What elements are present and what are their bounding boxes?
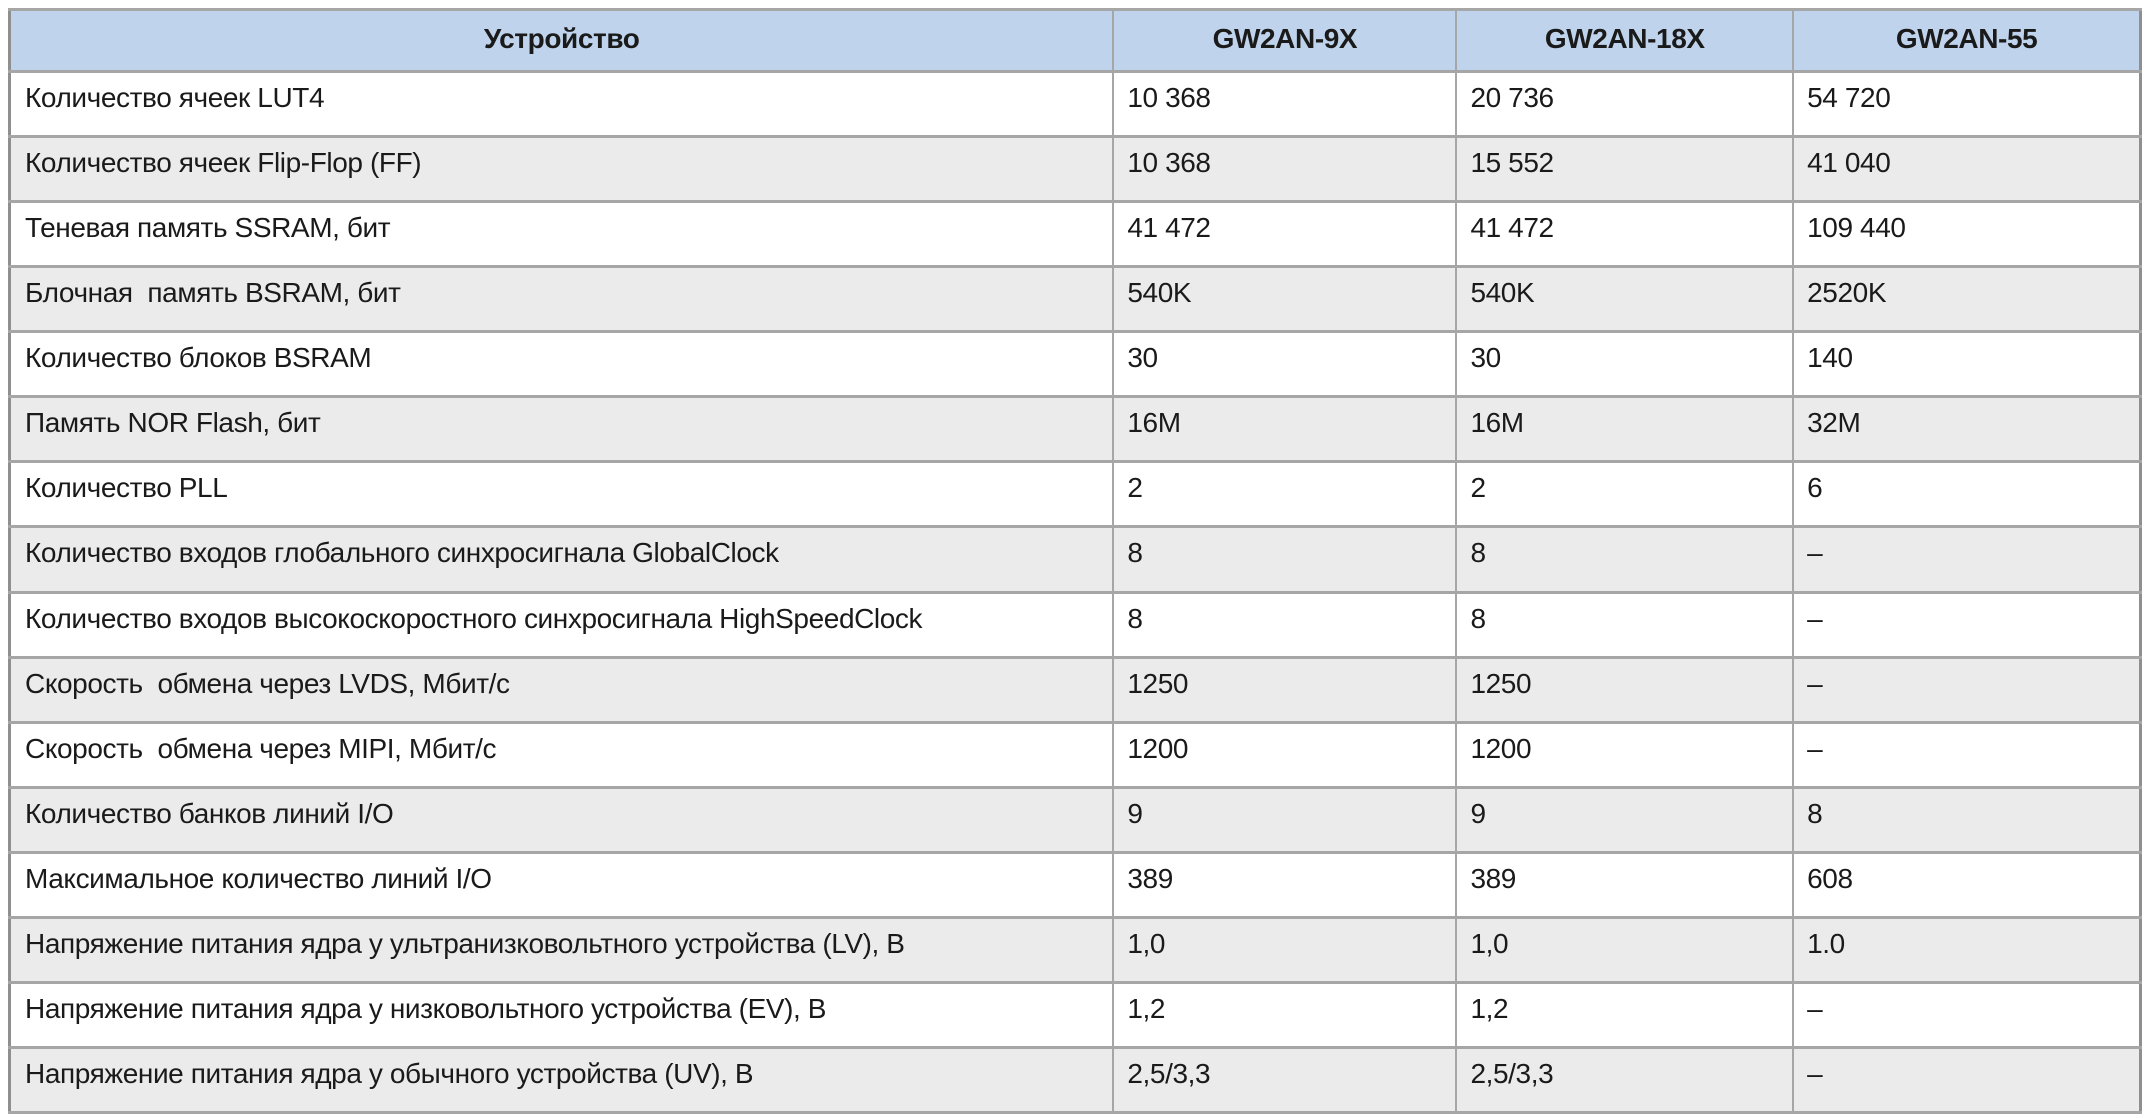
row-value: 8 <box>1455 590 1795 659</box>
device-spec-table: Устройство GW2AN-9X GW2AN-18X GW2AN-55 К… <box>8 8 2142 1115</box>
row-label: Количество входов высокоскоростного синх… <box>8 590 1115 659</box>
header-cell-gw2an-55: GW2AN-55 <box>1792 8 2142 73</box>
row-value: 1,0 <box>1455 915 1795 984</box>
row-value: – <box>1792 980 2142 1049</box>
spec-row: Память NOR Flash, бит 16M 16M 32M <box>8 395 2142 464</box>
row-value: 1,2 <box>1455 980 1795 1049</box>
row-value: 2,5/3,3 <box>1112 1045 1458 1115</box>
row-value: 8 <box>1792 785 2142 854</box>
row-value: 41 040 <box>1792 135 2142 204</box>
row-label: Память NOR Flash, бит <box>8 395 1115 464</box>
row-value: 608 <box>1792 850 2142 919</box>
row-value: 8 <box>1112 590 1458 659</box>
row-value: 140 <box>1792 330 2142 399</box>
row-value: 2 <box>1112 460 1458 529</box>
spec-table-body: Количество ячеек LUT4 10 368 20 736 54 720 К… <box>8 69 2142 1115</box>
row-value: 389 <box>1455 850 1795 919</box>
row-value: 15 552 <box>1455 135 1795 204</box>
spec-row: Количество ячеек LUT4 10 368 20 736 54 720 <box>8 69 2142 139</box>
row-value: 1,2 <box>1112 980 1458 1049</box>
row-value: 9 <box>1455 785 1795 854</box>
row-value: 1200 <box>1112 720 1458 789</box>
row-value: – <box>1792 525 2142 594</box>
row-value: 1250 <box>1455 655 1795 724</box>
row-value: – <box>1792 655 2142 724</box>
row-value: 540K <box>1455 265 1795 334</box>
row-label: Блочная память BSRAM, бит <box>8 265 1115 334</box>
row-value: 1250 <box>1112 655 1458 724</box>
spec-row: Количество PLL 2 2 6 <box>8 460 2142 529</box>
row-value: 16M <box>1112 395 1458 464</box>
row-value: – <box>1792 1045 2142 1115</box>
row-value: 9 <box>1112 785 1458 854</box>
spec-row: Напряжение питания ядра у ультранизковол… <box>8 915 2142 984</box>
row-value: 6 <box>1792 460 2142 529</box>
row-label: Максимальное количество линий I/O <box>8 850 1115 919</box>
row-label: Количество блоков BSRAM <box>8 330 1115 399</box>
row-value: 540K <box>1112 265 1458 334</box>
spec-row: Напряжение питания ядра у низковольтного… <box>8 980 2142 1049</box>
spec-row: Блочная память BSRAM, бит 540K 540K 2520K <box>8 265 2142 334</box>
spec-row: Напряжение питания ядра у обычного устро… <box>8 1045 2142 1115</box>
header-cell-gw2an-18x: GW2AN-18X <box>1455 8 1795 73</box>
row-value: 41 472 <box>1455 200 1795 269</box>
header-cell-device: Устройство <box>8 8 1115 73</box>
row-value: 2,5/3,3 <box>1455 1045 1795 1115</box>
row-value: 32M <box>1792 395 2142 464</box>
row-value: 2 <box>1455 460 1795 529</box>
spec-row: Количество ячеек Flip-Flop (FF) 10 368 15 … <box>8 135 2142 204</box>
row-value: 10 368 <box>1112 69 1458 139</box>
header-row: Устройство GW2AN-9X GW2AN-18X GW2AN-55 <box>8 8 2142 73</box>
row-value: 389 <box>1112 850 1458 919</box>
row-label: Напряжение питания ядра у обычного устро… <box>8 1045 1115 1115</box>
row-label: Количество банков линий I/O <box>8 785 1115 854</box>
row-label: Количество ячеек LUT4 <box>8 69 1115 139</box>
spec-row: Теневая память SSRAM, бит 41 472 41 472 109… <box>8 200 2142 269</box>
spec-row: Количество блоков BSRAM 30 30 140 <box>8 330 2142 399</box>
row-label: Количество ячеек Flip-Flop (FF) <box>8 135 1115 204</box>
row-label: Напряжение питания ядра у ультранизковол… <box>8 915 1115 984</box>
row-value: 10 368 <box>1112 135 1458 204</box>
spec-row: Количество входов высокоскоростного синх… <box>8 590 2142 659</box>
spec-row: Количество входов глобального синхросигн… <box>8 525 2142 594</box>
row-value: 30 <box>1112 330 1458 399</box>
row-label: Скорость обмена через MIPI, Мбит/с <box>8 720 1115 789</box>
row-value: 1200 <box>1455 720 1795 789</box>
spec-row: Скорость обмена через LVDS, Мбит/с 1250 12… <box>8 655 2142 724</box>
row-label: Напряжение питания ядра у низковольтного… <box>8 980 1115 1049</box>
row-value: 41 472 <box>1112 200 1458 269</box>
row-value: 8 <box>1112 525 1458 594</box>
row-label: Количество входов глобального синхросигн… <box>8 525 1115 594</box>
row-label: Количество PLL <box>8 460 1115 529</box>
row-label: Теневая память SSRAM, бит <box>8 200 1115 269</box>
row-value: – <box>1792 590 2142 659</box>
row-value: 54 720 <box>1792 69 2142 139</box>
row-value: 16M <box>1455 395 1795 464</box>
row-value: 109 440 <box>1792 200 2142 269</box>
row-value: 8 <box>1455 525 1795 594</box>
row-value: 30 <box>1455 330 1795 399</box>
row-label: Скорость обмена через LVDS, Мбит/с <box>8 655 1115 724</box>
header-cell-gw2an-9x: GW2AN-9X <box>1112 8 1458 73</box>
spec-table-header: Устройство GW2AN-9X GW2AN-18X GW2AN-55 <box>8 8 2142 73</box>
row-value: 2520K <box>1792 265 2142 334</box>
row-value: – <box>1792 720 2142 789</box>
row-value: 20 736 <box>1455 69 1795 139</box>
spec-row: Максимальное количество линий I/O 389 389 6… <box>8 850 2142 919</box>
spec-row: Количество банков линий I/O 9 9 8 <box>8 785 2142 854</box>
row-value: 1,0 <box>1112 915 1458 984</box>
row-value: 1.0 <box>1792 915 2142 984</box>
spec-row: Скорость обмена через MIPI, Мбит/с 1200 12… <box>8 720 2142 789</box>
